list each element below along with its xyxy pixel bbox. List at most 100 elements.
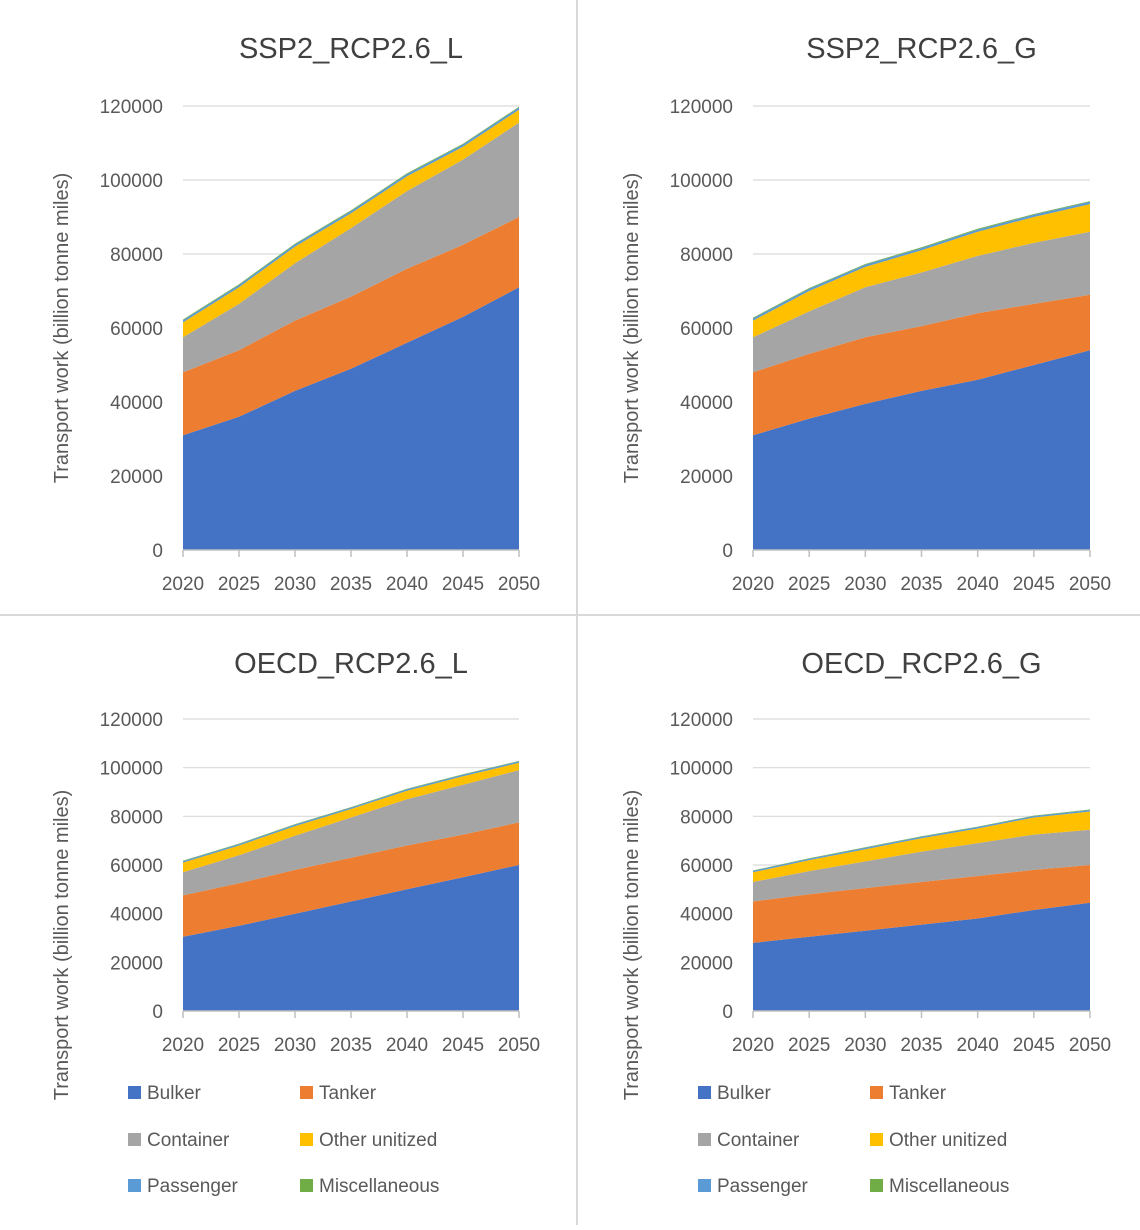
legend-label: Passenger: [717, 1176, 809, 1197]
legend-swatch: [870, 1133, 883, 1146]
chart-title: SSP2_RCP2.6_G: [806, 33, 1037, 65]
legend-item-bulker: Bulker: [698, 1083, 772, 1104]
legend-label: Passenger: [147, 1176, 239, 1197]
y-tick-label: 120000: [670, 97, 733, 118]
x-tick-label: 2040: [957, 1035, 999, 1056]
legend-label: Other unitized: [889, 1130, 1007, 1151]
x-tick-label: 2035: [900, 574, 942, 595]
y-tick-label: 20000: [680, 953, 733, 974]
y-tick-label: 120000: [670, 710, 733, 731]
y-tick-label: 60000: [680, 856, 733, 877]
legend-label: Tanker: [889, 1083, 947, 1104]
chart-panel-2: SSP2_RCP2.6_G 0 20000 40000 60000 80000 100000…: [621, 33, 1111, 595]
x-tick-label: 2035: [330, 1035, 372, 1056]
y-tick-label: 40000: [110, 393, 163, 414]
y-axis-label: Transport work (billion tonne miles): [51, 173, 73, 483]
y-tick-label: 80000: [680, 245, 733, 266]
area-tanker: [753, 294, 1090, 436]
legend-item-container: Container: [698, 1130, 800, 1151]
legend-swatch: [300, 1179, 313, 1192]
area-container: [183, 770, 519, 896]
y-tick-label: 60000: [680, 319, 733, 340]
legend-label: Miscellaneous: [889, 1176, 1009, 1197]
legend-label: Miscellaneous: [319, 1176, 439, 1197]
x-tick-label: 2045: [1013, 574, 1055, 595]
x-tick-label: 2040: [386, 1035, 428, 1056]
legend-item-tanker: Tanker: [300, 1083, 377, 1104]
charts-layer: SSP2_RCP2.6_L 0 20000 40000 60000 80000 100000…: [51, 33, 1111, 1197]
legend-item-container: Container: [128, 1130, 230, 1151]
y-tick-label: 40000: [680, 393, 733, 414]
y-tick-label: 80000: [680, 807, 733, 828]
y-axis-label: Transport work (billion tonne miles): [51, 790, 73, 1100]
area-passenger: [183, 107, 519, 323]
y-tick-label: 0: [152, 541, 163, 562]
chart-panel-1: SSP2_RCP2.6_L 0 20000 40000 60000 80000 100000…: [51, 33, 540, 595]
x-tick-label: 2030: [844, 574, 886, 595]
area-tanker: [183, 217, 519, 436]
x-tick-label: 2050: [1069, 574, 1111, 595]
legend-item-miscellaneous: Miscellaneous: [300, 1176, 439, 1197]
chart-title: OECD_RCP2.6_G: [801, 648, 1041, 680]
legend-swatch: [300, 1086, 313, 1099]
x-tick-label: 2030: [274, 574, 316, 595]
x-tick-label: 2020: [162, 1035, 204, 1056]
y-tick-label: 0: [722, 1002, 733, 1023]
area-other-unitized: [183, 762, 519, 873]
legend-label: Bulker: [717, 1083, 772, 1104]
legend-swatch: [698, 1179, 711, 1192]
legend-item-bulker: Bulker: [128, 1083, 202, 1104]
x-tick-label: 2025: [788, 1035, 830, 1056]
area-bulker: [183, 287, 519, 550]
y-tick-label: 120000: [100, 710, 163, 731]
area-bulker: [753, 350, 1090, 550]
legend-item-other-unitized: Other unitized: [870, 1130, 1007, 1151]
chart-panel-3: OECD_RCP2.6_L 0 20000 40000 60000 80000 100000…: [51, 648, 540, 1197]
legend-label: Other unitized: [319, 1130, 437, 1151]
y-axis-label: Transport work (billion tonne miles): [621, 790, 643, 1100]
x-tick-label: 2025: [218, 574, 260, 595]
legend-item-passenger: Passenger: [128, 1176, 239, 1197]
x-tick-label: 2040: [957, 574, 999, 595]
y-tick-label: 100000: [100, 171, 163, 192]
area-container: [183, 122, 519, 373]
x-tick-label: 2035: [330, 574, 372, 595]
x-tick-label: 2050: [498, 574, 540, 595]
y-tick-label: 40000: [680, 905, 733, 926]
chart-title: OECD_RCP2.6_L: [234, 648, 468, 680]
x-tick-label: 2025: [218, 1035, 260, 1056]
legend-swatch: [128, 1086, 141, 1099]
y-axis-label: Transport work (billion tonne miles): [621, 173, 643, 483]
y-tick-label: 20000: [110, 953, 163, 974]
y-tick-label: 60000: [110, 856, 163, 877]
legend-label: Tanker: [319, 1083, 377, 1104]
y-tick-label: 80000: [110, 245, 163, 266]
legend: Bulker Tanker Container Other unitized Passe…: [128, 1083, 439, 1197]
y-tick-label: 20000: [110, 467, 163, 488]
area-other-unitized: [753, 811, 1090, 882]
legend-item-passenger: Passenger: [698, 1176, 809, 1197]
x-tick-label: 2030: [274, 1035, 316, 1056]
legend-swatch: [128, 1133, 141, 1146]
x-tick-label: 2020: [162, 574, 204, 595]
legend-item-miscellaneous: Miscellaneous: [870, 1176, 1009, 1197]
y-tick-label: 100000: [100, 759, 163, 780]
x-tick-label: 2050: [498, 1035, 540, 1056]
area-bulker: [183, 865, 519, 1011]
area-tanker: [753, 865, 1090, 943]
area-container: [753, 829, 1090, 902]
area-miscellaneous: [183, 106, 519, 321]
legend-swatch: [870, 1086, 883, 1099]
area-container: [753, 231, 1090, 373]
y-tick-label: 100000: [670, 171, 733, 192]
x-tick-label: 2020: [732, 1035, 774, 1056]
legend-item-other-unitized: Other unitized: [300, 1130, 437, 1151]
legend-label: Bulker: [147, 1083, 202, 1104]
area-bulker: [753, 902, 1090, 1011]
legend-item-tanker: Tanker: [870, 1083, 947, 1104]
y-tick-label: 80000: [110, 807, 163, 828]
y-tick-label: 60000: [110, 319, 163, 340]
x-tick-label: 2040: [386, 574, 428, 595]
